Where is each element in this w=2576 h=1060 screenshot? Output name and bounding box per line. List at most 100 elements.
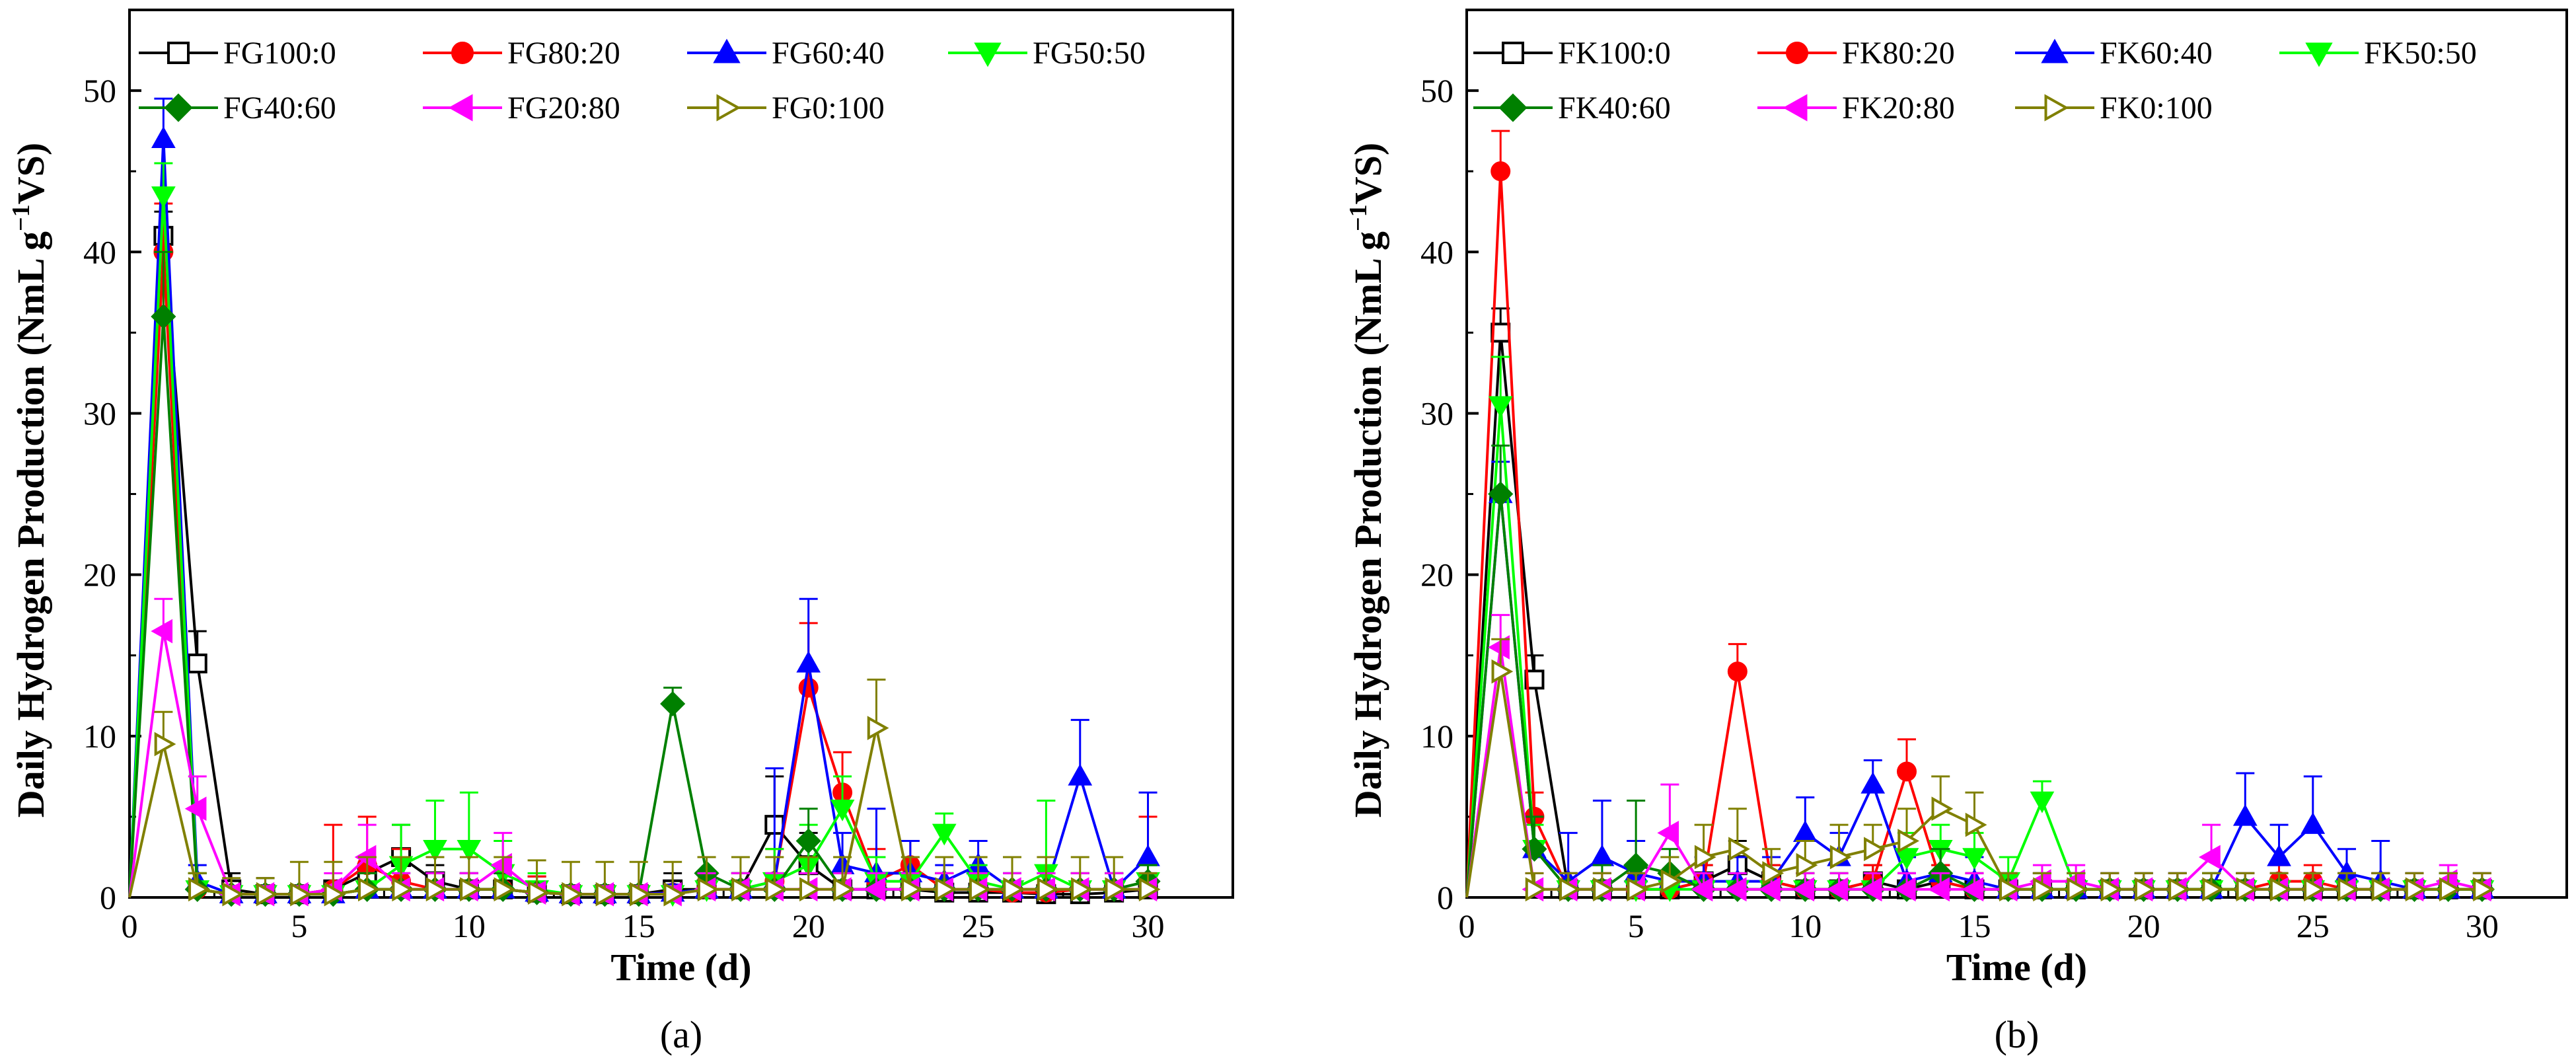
data-point [1962,877,1984,902]
x-tick-label: 10 [1788,907,1822,944]
data-point [1138,877,1161,902]
data-point [1728,837,1750,862]
series-FG50:50 [128,162,1160,907]
series-line [128,234,1148,898]
data-point [2405,877,2427,902]
data-point [935,877,957,902]
data-point [2168,877,2190,902]
data-point [595,882,618,907]
data-point [1894,877,1916,902]
x-tick-label: 25 [962,907,995,944]
legend-marker [1786,42,1808,64]
data-point [1525,877,1547,902]
data-point [460,877,482,902]
y-axis-title: Daily Hydrogen Production (NmL g−1VS) [7,143,52,817]
data-point [1999,877,2021,902]
series-FK0:100 [1465,638,2495,902]
y-tick-label: 50 [83,72,116,109]
series-FG60:40 [128,97,1160,903]
legend-marker [974,42,1002,67]
series-FG100:0 [128,210,1158,905]
legend-label: FK20:80 [1842,91,1955,126]
series-line [1465,170,2482,898]
panel-caption: (a) [660,1013,702,1056]
legend-marker [1498,93,1527,122]
y-tick-label: 20 [83,556,116,593]
series-line [128,137,1149,898]
data-point [324,882,346,907]
legend-label: FG80:20 [507,36,620,71]
data-point [1829,845,1852,870]
data-point [154,732,176,757]
data-point [2067,877,2089,902]
legend-item-FG20:80: FG20:80 [423,91,620,126]
y-tick-label: 50 [1420,72,1454,109]
x-tick-label: 30 [2466,907,2499,944]
data-point [2030,791,2055,814]
data-point [2134,877,2156,902]
data-point [1860,772,1886,794]
legend-label: FK50:50 [2364,36,2477,71]
panel-b: 0 5 10 15 20 25 30 0 10 20 30 40 50 Time (d) Daily Hyd… [1344,9,2568,1056]
legend-marker [451,42,474,64]
data-point [2473,877,2495,902]
data-point [1488,481,1514,507]
data-point [187,653,207,673]
legend-label: FG50:50 [1033,36,1146,71]
data-point [630,882,651,907]
x-tick-label: 5 [1628,907,1644,944]
legend-item-FK100:0: FK100:0 [1473,36,1671,71]
data-point [2371,877,2394,902]
data-point [1071,877,1093,902]
data-point [1860,877,1882,902]
data-point [1962,848,1987,870]
data-point [1105,877,1127,902]
data-point [1660,869,1683,893]
data-point [830,800,855,821]
legend-item-FK20:80: FK20:80 [1757,91,1955,126]
data-point [425,877,448,902]
data-point [1488,396,1513,418]
data-point [2439,877,2461,902]
data-point [2304,877,2326,902]
data-point [1897,761,1917,782]
data-point [2236,877,2258,902]
data-point [151,126,176,149]
data-point [527,880,550,905]
data-point [1491,659,1514,684]
data-point [1931,796,1954,821]
x-tick-label: 0 [1459,907,1475,944]
data-point [1864,837,1886,862]
legend-item-FG80:20: FG80:20 [423,36,620,71]
legend-marker [716,94,741,122]
panel-caption: (b) [1995,1013,2040,1056]
data-point [2100,877,2123,902]
data-point [1792,877,1815,902]
data-point [1965,812,1987,837]
data-point [562,882,584,907]
data-point [1136,844,1160,866]
data-point [1068,763,1093,786]
data-point [1657,820,1679,845]
data-point [1826,877,1849,902]
data-point [901,877,923,902]
data-point [1003,877,1025,902]
data-point [494,877,516,902]
x-tick-label: 15 [622,907,655,944]
data-point [1762,861,1785,886]
legend-item-FG50:50: FG50:50 [948,36,1146,71]
legend-label: FG60:40 [772,36,885,71]
series-FK50:50 [1465,356,2495,902]
data-point [867,716,889,740]
data-point [188,877,210,902]
legend-marker [1502,42,1524,64]
data-point [1037,877,1059,902]
series-FG0:100 [128,678,1161,907]
data-point [1928,877,1950,902]
legend-item-FK50:50: FK50:50 [2279,36,2477,71]
data-point [731,877,753,902]
data-point [1488,635,1510,660]
series-FK100:0 [1465,307,2492,899]
data-point [2232,804,2258,826]
data-point [660,691,686,717]
